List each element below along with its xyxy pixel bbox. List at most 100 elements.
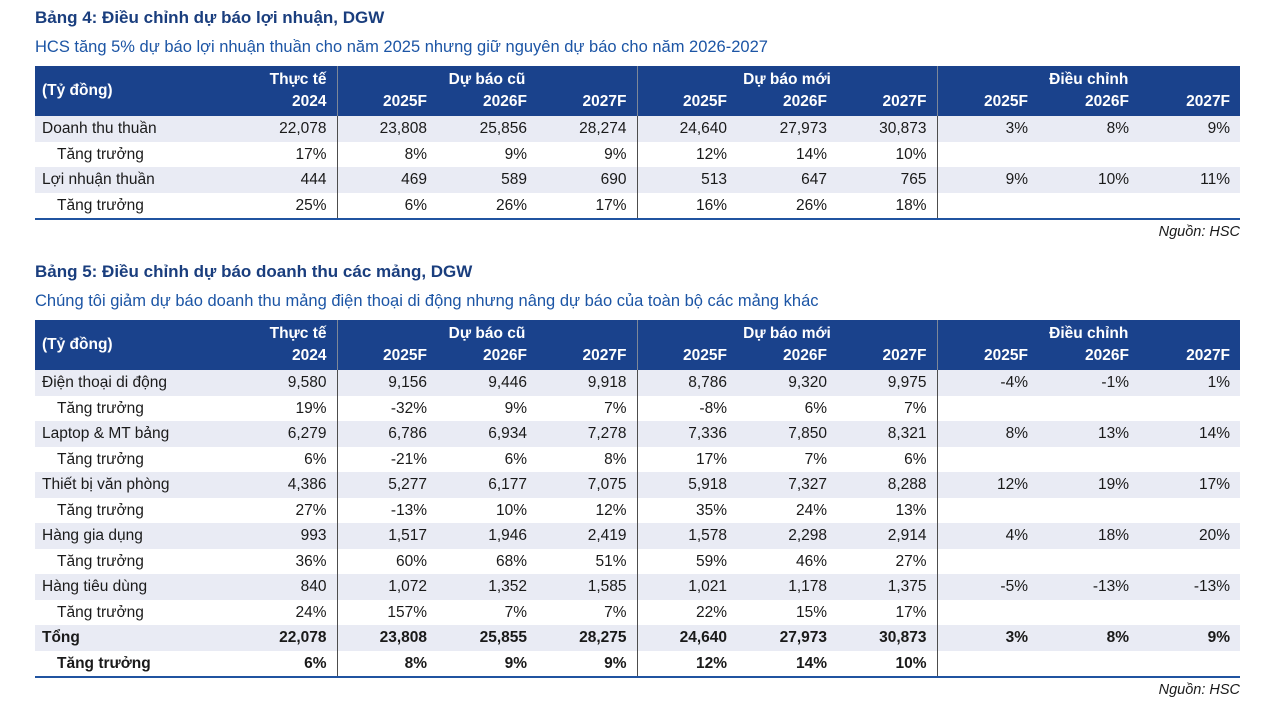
table-body: Doanh thu thuần 22,078 23,808 25,856 28,274 2…	[35, 116, 1241, 219]
table-row: Tăng trưởng 24% 157% 7% 7% 22% 15% 17%	[35, 599, 1241, 626]
table-subtitle: Chúng tôi giảm dự báo doanh thu mảng điệ…	[35, 292, 819, 310]
value-cell: 9,918	[537, 370, 638, 396]
value-cell: 690	[537, 167, 638, 193]
value-cell: 9,580	[230, 370, 338, 396]
value-cell: 7%	[504, 603, 527, 621]
value-cell: 17%	[537, 192, 638, 219]
value-cell: 2,914	[837, 523, 938, 549]
value-cell: 9%	[1207, 120, 1231, 137]
year-header: 2025F	[637, 345, 737, 370]
value-cell: 6%	[404, 196, 427, 214]
value-cell: 7%	[537, 395, 638, 421]
value-cell: -4%	[1000, 374, 1028, 391]
value-cell: 12%	[695, 654, 727, 672]
year-header: 2026F	[437, 91, 537, 116]
value-cell: 6,934	[488, 425, 527, 442]
value-cell: 19%	[1097, 476, 1129, 493]
column-group-header: Điều chỉnh	[937, 66, 1241, 91]
table-row: Điện thoại di động 9,580 9,156 9,446 9,918 8,…	[35, 370, 1241, 396]
value-cell: 2,298	[788, 527, 827, 544]
value-cell: 157%	[387, 603, 427, 621]
value-cell: 6%	[230, 650, 338, 677]
table-row: Lợi nhuận thuần 444 469 589 690 513 647 765 9% 10…	[35, 167, 1241, 193]
value-cell: 1,585	[537, 574, 638, 600]
value-cell: 35%	[695, 501, 727, 519]
year-header: 2024	[230, 91, 338, 116]
value-cell: 10%	[495, 501, 527, 519]
table-title: Bảng 4: Điều chỉnh dự báo lợi nhuận, DGW	[35, 8, 385, 27]
value-cell	[1139, 447, 1240, 473]
row-label: Doanh thu thuần	[42, 120, 157, 137]
value-cell: 9%	[1207, 629, 1231, 646]
value-cell: 1,517	[388, 527, 427, 544]
value-cell: 18%	[1097, 527, 1129, 544]
value-cell: 589	[501, 171, 527, 188]
value-cell: 12%	[695, 145, 727, 163]
row-label: Tổng	[42, 629, 80, 646]
value-cell: 26%	[795, 196, 827, 214]
value-cell: -13%	[1092, 578, 1129, 595]
value-cell: 9,446	[488, 374, 527, 391]
year-header: 2026F	[737, 91, 837, 116]
value-cell: 17%	[230, 141, 338, 167]
value-cell: 8%	[404, 145, 427, 163]
value-cell: 8,288	[837, 472, 938, 498]
value-cell: 18%	[837, 192, 938, 219]
value-cell: 647	[801, 171, 827, 188]
value-cell: 8,321	[837, 421, 938, 447]
value-cell	[937, 396, 1038, 422]
value-cell: 19%	[230, 395, 338, 421]
table-block-bang-5: Bảng 5: Điều chỉnh dự báo doanh thu các …	[35, 262, 1241, 699]
value-cell	[937, 498, 1038, 524]
value-cell: 7%	[537, 599, 638, 625]
value-cell	[1038, 651, 1139, 678]
table-row: Tổng 22,078 23,808 25,855 28,275 24,640 27,973…	[35, 625, 1241, 651]
column-group-header: Dự báo cũ	[337, 66, 638, 91]
column-group-actual: Thực tế	[230, 66, 338, 91]
value-cell: 8%	[537, 446, 638, 472]
value-cell	[937, 600, 1038, 626]
value-cell: 7,327	[788, 476, 827, 493]
value-cell: 68%	[495, 552, 527, 570]
value-cell: 7%	[837, 395, 938, 421]
table-row: Tăng trưởng 19% -32% 9% 7% -8% 6% 7%	[35, 395, 1241, 422]
value-cell: 17%	[1199, 476, 1231, 493]
value-cell: 14%	[795, 145, 827, 163]
value-cell: -8%	[699, 399, 727, 417]
segment-revenue-forecast-table: (Tỷ đồng) Thực tế Dự báo cũ Dự báo mới Điều …	[35, 320, 1241, 678]
value-cell: 469	[401, 171, 427, 188]
value-cell: 12%	[537, 497, 638, 523]
value-cell: 30,873	[837, 625, 938, 651]
value-cell: 10%	[1097, 171, 1129, 188]
value-cell: 14%	[1199, 425, 1231, 442]
row-label: Thiết bị văn phòng	[42, 476, 170, 493]
row-label: Tăng trưởng	[57, 552, 144, 570]
value-cell: 13%	[1097, 425, 1129, 442]
value-cell: 6%	[837, 446, 938, 472]
year-header: 2027F	[1139, 91, 1241, 116]
table-row: Hàng gia dụng 993 1,517 1,946 2,419 1,578 2,29…	[35, 523, 1241, 549]
row-label: Tăng trưởng	[57, 501, 144, 519]
value-cell: 28,275	[537, 625, 638, 651]
year-header: 2026F	[737, 345, 837, 370]
value-cell	[1139, 651, 1240, 678]
value-cell: 1,946	[488, 527, 527, 544]
value-cell: 9,156	[388, 374, 427, 391]
value-cell: 12%	[996, 476, 1028, 493]
value-cell: 22,078	[230, 625, 338, 651]
value-cell: -13%	[1193, 578, 1231, 595]
row-label: Tăng trưởng	[57, 603, 144, 621]
row-label: Tăng trưởng	[57, 450, 144, 468]
row-label: Tăng trưởng	[57, 399, 144, 417]
value-cell: 9%	[537, 650, 638, 677]
value-cell: 7,075	[537, 472, 638, 498]
year-header: 2027F	[837, 345, 938, 370]
column-group-header: Dự báo cũ	[337, 320, 638, 345]
row-label: Điện thoại di động	[42, 374, 167, 391]
source-note: Nguồn: HSC	[1158, 682, 1240, 698]
value-cell	[1038, 549, 1139, 575]
value-cell: 26%	[495, 196, 527, 214]
value-cell: 1,578	[688, 527, 727, 544]
value-cell: 9%	[504, 399, 527, 417]
